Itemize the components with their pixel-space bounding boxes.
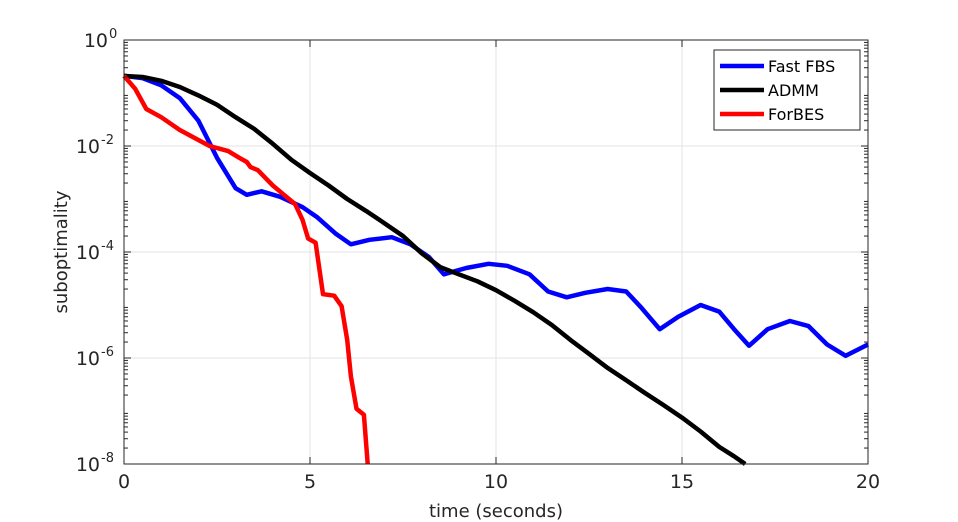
y-tick-label: 10 xyxy=(76,454,100,476)
legend-label-admm: ADMM xyxy=(768,81,819,100)
y-tick-label: 10 xyxy=(76,136,100,158)
y-tick-label: 10 xyxy=(84,30,108,52)
x-tick-label: 10 xyxy=(484,471,508,493)
series-line-admm xyxy=(123,73,747,466)
y-tick-exponent: -8 xyxy=(101,451,114,466)
x-tick-label: 20 xyxy=(856,471,880,493)
y-tick-label: 10 xyxy=(76,242,100,264)
x-tick-label: 0 xyxy=(118,471,130,493)
ticks xyxy=(123,39,869,465)
grid xyxy=(124,40,868,464)
legend: Fast FBS ADMM ForBES xyxy=(713,49,861,131)
x-axis-label: time (seconds) xyxy=(429,501,563,522)
y-tick-label: 10 xyxy=(76,348,100,370)
legend-label-fast-fbs: Fast FBS xyxy=(768,57,835,76)
y-tick-exponent: 0 xyxy=(109,27,117,42)
y-tick-exponent: -6 xyxy=(101,345,114,360)
y-axis-label: suboptimality xyxy=(51,190,72,313)
series-layer xyxy=(122,73,870,466)
y-tick-exponent: -4 xyxy=(101,239,114,254)
x-tick-labels: 0 5 10 15 20 xyxy=(118,471,880,493)
x-tick-label: 5 xyxy=(304,471,316,493)
legend-label-forbes: ForBES xyxy=(768,105,824,124)
y-tick-exponent: -2 xyxy=(101,133,114,148)
series-line-forbes xyxy=(122,74,370,465)
x-tick-label: 15 xyxy=(670,471,694,493)
series-line-fast-fbs xyxy=(123,73,870,359)
